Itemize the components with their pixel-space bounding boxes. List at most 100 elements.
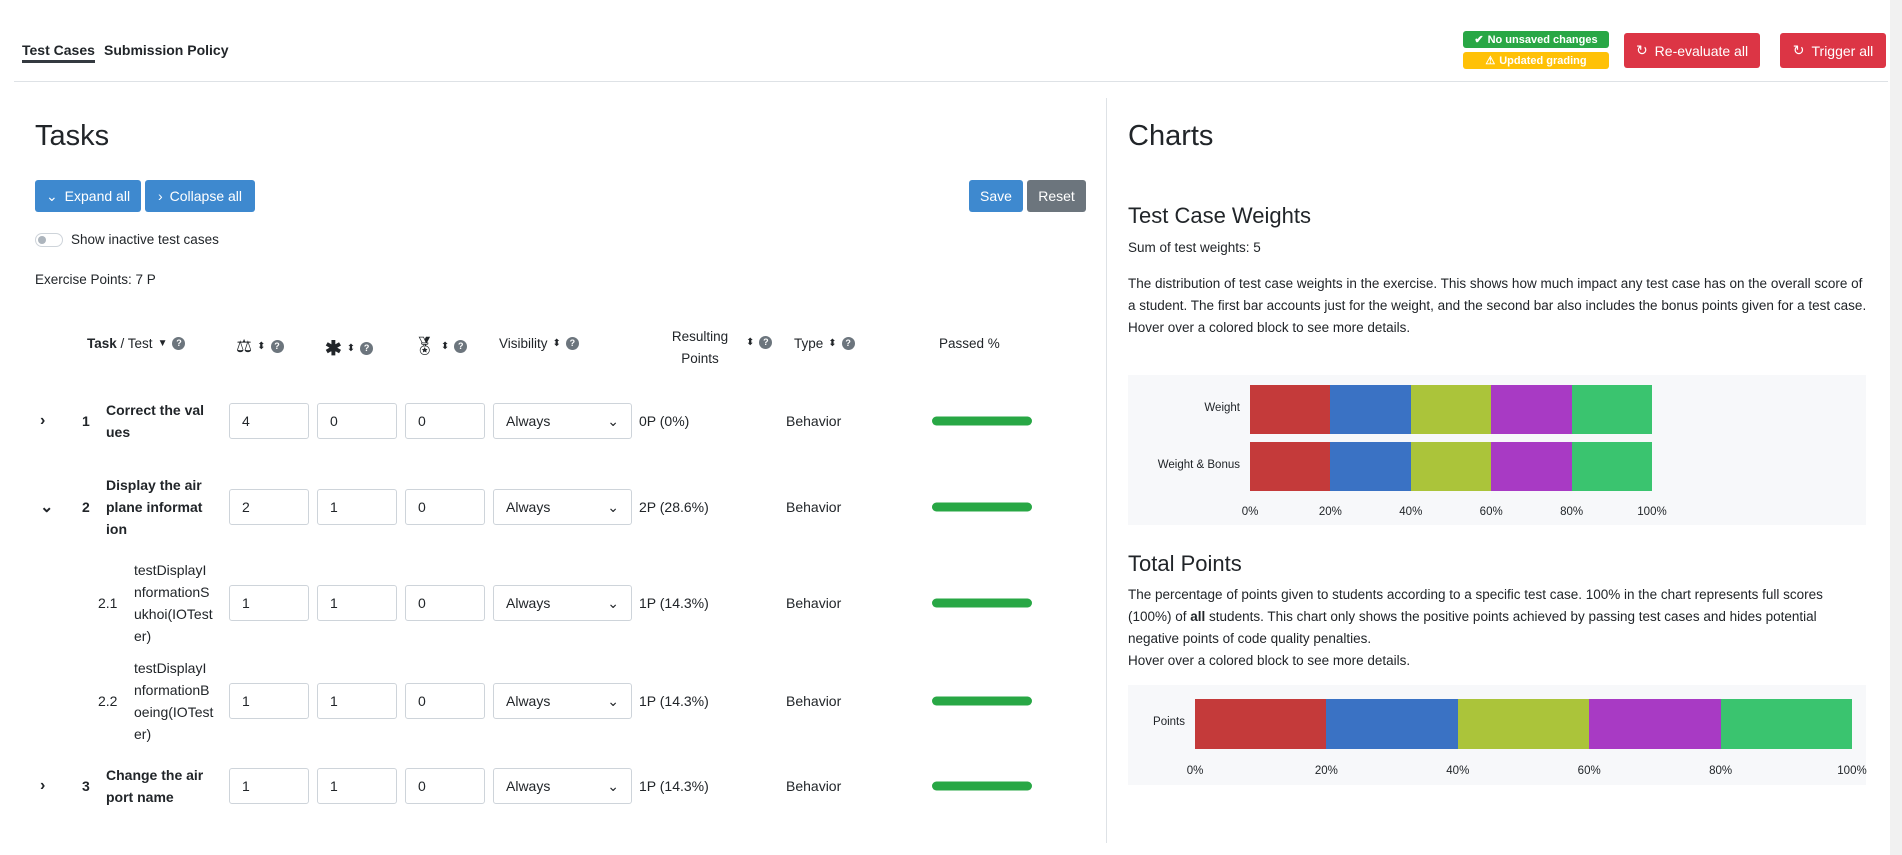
bonus-points-input[interactable]: 0 <box>405 768 485 804</box>
show-inactive-toggle[interactable] <box>35 232 63 247</box>
weight-input[interactable]: 4 <box>229 403 309 439</box>
bar-segment[interactable] <box>1589 699 1721 749</box>
resulting-sort[interactable]: ⬍? <box>746 336 773 349</box>
visibility-select[interactable]: Always ⌄ <box>493 489 632 525</box>
select-value: Always <box>506 499 551 515</box>
bar-segment[interactable] <box>1326 699 1458 749</box>
header-bonus-points[interactable]: 🏅︎ ⬍? <box>413 336 468 357</box>
category-label: Weight & Bonus <box>1157 458 1240 471</box>
help-icon[interactable]: ? <box>454 340 468 353</box>
weight-input[interactable]: 1 <box>229 768 309 804</box>
updated-grading-badge: ⚠ Updated grading <box>1463 52 1609 69</box>
sort-icon[interactable]: ⬍ <box>552 338 561 349</box>
visibility-select[interactable]: Always ⌄ <box>493 683 632 719</box>
desc-part: The percentage of points given to studen… <box>1128 587 1823 624</box>
trigger-all-button[interactable]: ↻ Trigger all <box>1780 33 1886 68</box>
sort-icon[interactable]: ⬍ <box>346 343 356 354</box>
bar-segment[interactable] <box>1720 699 1852 749</box>
help-icon[interactable]: ? <box>270 340 284 353</box>
visibility-select[interactable]: Always ⌄ <box>493 585 632 621</box>
sort-icon[interactable]: ⬍ <box>257 341 266 352</box>
bar-segment[interactable] <box>1571 442 1652 491</box>
weight-input[interactable]: 1 <box>229 683 309 719</box>
chevron-right-icon[interactable]: › <box>40 777 46 794</box>
tick-label: 80% <box>1709 765 1733 777</box>
bonus-multiplier-input[interactable]: 1 <box>317 768 397 804</box>
weight-input[interactable]: 1 <box>229 585 309 621</box>
sort-icon[interactable]: ⬍ <box>440 341 450 352</box>
tick-label: 20% <box>1318 506 1342 518</box>
help-icon[interactable]: ? <box>841 337 855 350</box>
header-visibility[interactable]: Visibility ⬍? <box>499 336 579 351</box>
header-passed: Passed % <box>939 336 1000 351</box>
tick-label: 80% <box>1560 506 1584 518</box>
chevron-down-icon: ⌄ <box>607 777 619 794</box>
sort-icon[interactable]: ⬍ <box>828 338 837 349</box>
bonus-points-input[interactable]: 0 <box>405 489 485 525</box>
bar-segment[interactable] <box>1491 385 1572 434</box>
weights-chart: Weight Weight & Bonus 0% 20% 40% 60% 80% 100% <box>1128 375 1866 525</box>
bar-segment[interactable] <box>1410 385 1492 434</box>
tick-label: 60% <box>1479 506 1503 518</box>
check-circle-icon: ✔ <box>1474 34 1484 46</box>
header-resulting-points: Resulting Points <box>671 329 729 366</box>
chevron-down-icon[interactable]: ⌄ <box>40 499 54 516</box>
header-weight[interactable]: ⚖ ⬍? <box>236 336 284 357</box>
bonus-multiplier-input[interactable]: 0 <box>317 403 397 439</box>
help-icon[interactable]: ? <box>759 336 773 349</box>
bar-segment[interactable] <box>1195 699 1327 749</box>
bar-segment[interactable] <box>1410 442 1492 491</box>
bonus-multiplier-input[interactable]: 1 <box>317 683 397 719</box>
tab-test-cases[interactable]: Test Cases <box>22 42 95 63</box>
header-test-label: / Test <box>116 336 153 351</box>
sort-down-icon[interactable]: ▼ <box>157 338 168 349</box>
reset-button[interactable]: Reset <box>1027 180 1086 212</box>
visibility-select[interactable]: Always ⌄ <box>493 403 632 439</box>
bonus-multiplier-input[interactable]: 1 <box>317 489 397 525</box>
divider <box>14 81 1888 82</box>
bonus-points-input[interactable]: 0 <box>405 585 485 621</box>
header-bonus-multiplier[interactable]: ✱ ⬍? <box>325 336 374 361</box>
header-type[interactable]: Type ⬍? <box>794 336 855 351</box>
visibility-select[interactable]: Always ⌄ <box>493 768 632 804</box>
expand-all-button[interactable]: ⌄ Expand all <box>35 180 141 212</box>
task-name: Change the airport name <box>106 767 204 805</box>
sort-icon[interactable]: ⬍ <box>746 337 755 348</box>
table-row: 2.2 testDisplayInformationBoeing(IOTester… <box>0 660 1100 742</box>
chevron-down-icon: ⌄ <box>607 692 619 709</box>
scrollbar[interactable] <box>1890 0 1902 855</box>
points-description: The percentage of points given to studen… <box>1128 584 1868 672</box>
header-task[interactable]: Task / Test ▼? <box>87 336 186 351</box>
table-row: › 3 Change the airport name 1 1 0 Always ⌄ 1P (1… <box>0 756 1100 816</box>
bonus-points-input[interactable]: 0 <box>405 403 485 439</box>
test-type: Behavior <box>786 499 842 515</box>
bonus-points-input[interactable]: 0 <box>405 683 485 719</box>
bar-segment[interactable] <box>1330 385 1411 434</box>
bar-segment[interactable] <box>1491 442 1572 491</box>
chevron-right-icon[interactable]: › <box>40 412 46 429</box>
bar-segment[interactable] <box>1457 699 1590 749</box>
passed-progress-bar <box>932 502 1032 512</box>
show-inactive-toggle-row: Show inactive test cases <box>35 232 219 247</box>
tab-submission-policy[interactable]: Submission Policy <box>104 42 229 58</box>
help-icon[interactable]: ? <box>172 337 186 350</box>
help-icon[interactable]: ? <box>565 337 579 350</box>
bar-segment[interactable] <box>1571 385 1652 434</box>
weight-input[interactable]: 2 <box>229 489 309 525</box>
hover-hint: Hover over a colored block to see more d… <box>1128 320 1411 335</box>
re-evaluate-all-button[interactable]: ↻ Re-evaluate all <box>1624 33 1760 68</box>
resulting-points: 2P (28.6%) <box>639 499 709 515</box>
help-icon[interactable]: ? <box>360 342 374 355</box>
save-button[interactable]: Save <box>969 180 1023 212</box>
category-label: Weight <box>1204 401 1240 414</box>
tick-label: 20% <box>1314 765 1338 777</box>
bar-segment[interactable] <box>1330 442 1411 491</box>
header-label: Type <box>794 336 824 351</box>
bonus-multiplier-input[interactable]: 1 <box>317 585 397 621</box>
bar-segment[interactable] <box>1250 442 1331 491</box>
bar-segment[interactable] <box>1250 385 1331 434</box>
toggle-label: Show inactive test cases <box>71 232 219 247</box>
sum-of-weights: Sum of test weights: 5 <box>1128 240 1261 255</box>
passed-progress-bar <box>932 696 1032 706</box>
collapse-all-button[interactable]: › Collapse all <box>145 180 255 212</box>
